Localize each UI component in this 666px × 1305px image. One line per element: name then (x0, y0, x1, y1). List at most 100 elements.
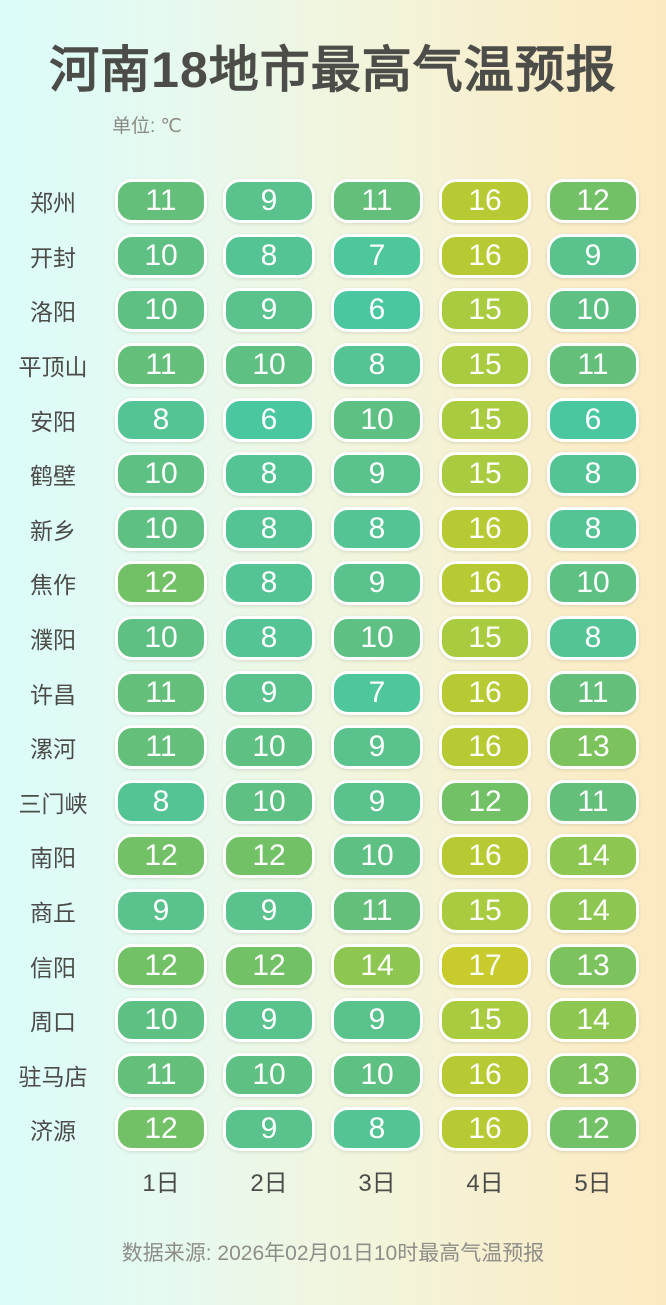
table-row: 许昌 11 9 7 16 11 (0, 665, 666, 720)
cell-slot: 8 (327, 506, 427, 551)
temp-cell: 7 (331, 233, 423, 278)
cell-slot: 8 (219, 561, 319, 606)
page-title: 河南18地市最高气温预报 (49, 42, 617, 98)
cell-slot: 11 (543, 343, 643, 388)
temp-cell: 9 (331, 452, 423, 497)
city-label: 濮阳 (30, 627, 76, 654)
table-row: 安阳 8 6 10 15 6 (0, 392, 666, 447)
cell-slot: 8 (543, 616, 643, 661)
temp-cell: 16 (439, 561, 531, 606)
cell-slot: 10 (543, 561, 643, 606)
cell-slot: 8 (111, 779, 211, 824)
table-row: 平顶山 11 10 8 15 11 (0, 338, 666, 393)
cell-slot: 12 (111, 943, 211, 988)
cell-slot: 16 (435, 233, 535, 278)
cell-slot: 9 (543, 233, 643, 278)
day-column-label: 4日 (466, 1170, 504, 1198)
city-label: 开封 (30, 244, 76, 271)
cell-slot: 9 (219, 288, 319, 333)
cell-slot: 11 (543, 779, 643, 824)
cell-slot: 15 (435, 889, 535, 934)
temp-cell: 10 (115, 998, 207, 1043)
cell-slot: 8 (111, 397, 211, 442)
temp-cell: 8 (547, 616, 639, 661)
temp-cell: 16 (439, 179, 531, 224)
temp-cell: 10 (223, 343, 315, 388)
table-row: 郑州 11 9 11 16 12 (0, 174, 666, 229)
cell-slot: 15 (435, 616, 535, 661)
cell-slot: 7 (327, 670, 427, 715)
cell-slot: 9 (327, 998, 427, 1043)
temp-cell: 10 (115, 452, 207, 497)
temp-cell: 10 (115, 506, 207, 551)
temp-cell: 10 (223, 779, 315, 824)
temp-cell: 8 (331, 343, 423, 388)
temp-cell: 10 (547, 288, 639, 333)
cell-slot: 13 (543, 943, 643, 988)
cell-slot: 9 (327, 725, 427, 770)
temp-cell: 10 (223, 725, 315, 770)
cell-slot: 10 (327, 616, 427, 661)
cell-slot: 12 (111, 1107, 211, 1152)
cell-slot: 15 (435, 397, 535, 442)
temp-cell: 12 (439, 779, 531, 824)
temp-cell: 9 (223, 998, 315, 1043)
city-label: 商丘 (30, 900, 76, 927)
cell-slot: 10 (111, 288, 211, 333)
temp-cell: 13 (547, 725, 639, 770)
cell-slot: 8 (219, 233, 319, 278)
temp-cell: 12 (115, 561, 207, 606)
temp-cell: 14 (547, 998, 639, 1043)
temp-cell: 8 (115, 779, 207, 824)
temp-cell: 6 (223, 397, 315, 442)
city-label: 焦作 (30, 572, 76, 599)
cell-slot: 10 (111, 998, 211, 1043)
cell-slot: 15 (435, 998, 535, 1043)
temp-cell: 11 (115, 343, 207, 388)
temp-cell: 9 (115, 889, 207, 934)
temp-cell: 10 (331, 834, 423, 879)
cell-slot: 11 (111, 179, 211, 224)
cell-slot: 9 (219, 670, 319, 715)
table-row: 濮阳 10 8 10 15 8 (0, 611, 666, 666)
cell-slot: 14 (327, 943, 427, 988)
temp-cell: 9 (547, 233, 639, 278)
table-row: 新乡 10 8 8 16 8 (0, 502, 666, 557)
cell-slot: 16 (435, 506, 535, 551)
city-label: 驻马店 (18, 1063, 88, 1090)
cell-slot: 11 (327, 179, 427, 224)
table-row: 洛阳 10 9 6 15 10 (0, 283, 666, 338)
cell-slot: 12 (435, 779, 535, 824)
cell-slot: 12 (111, 561, 211, 606)
cell-slot: 14 (543, 834, 643, 879)
temp-cell: 11 (547, 670, 639, 715)
temp-cell: 9 (223, 1107, 315, 1152)
temp-cell: 9 (223, 889, 315, 934)
temp-cell: 10 (223, 1052, 315, 1097)
temp-cell: 15 (439, 397, 531, 442)
cell-slot: 10 (111, 616, 211, 661)
temp-cell: 15 (439, 889, 531, 934)
temp-cell: 10 (115, 616, 207, 661)
cell-slot: 16 (435, 1052, 535, 1097)
city-label: 新乡 (30, 517, 76, 544)
cell-slot: 11 (327, 889, 427, 934)
cell-slot: 8 (219, 616, 319, 661)
temp-cell: 9 (223, 288, 315, 333)
city-label: 南阳 (30, 845, 76, 872)
cell-slot: 10 (111, 233, 211, 278)
cell-slot: 10 (111, 452, 211, 497)
unit-label: 单位: ℃ (112, 116, 182, 137)
temp-cell: 10 (115, 288, 207, 333)
temp-cell: 8 (547, 452, 639, 497)
table-row: 三门峡 8 10 9 12 11 (0, 775, 666, 830)
temp-cell: 11 (547, 779, 639, 824)
temp-cell: 15 (439, 998, 531, 1043)
cell-slot: 13 (543, 1052, 643, 1097)
temp-cell: 16 (439, 1052, 531, 1097)
temp-cell: 8 (331, 506, 423, 551)
cell-slot: 10 (327, 1052, 427, 1097)
cell-slot: 10 (327, 397, 427, 442)
temp-cell: 15 (439, 343, 531, 388)
cell-slot: 15 (435, 343, 535, 388)
